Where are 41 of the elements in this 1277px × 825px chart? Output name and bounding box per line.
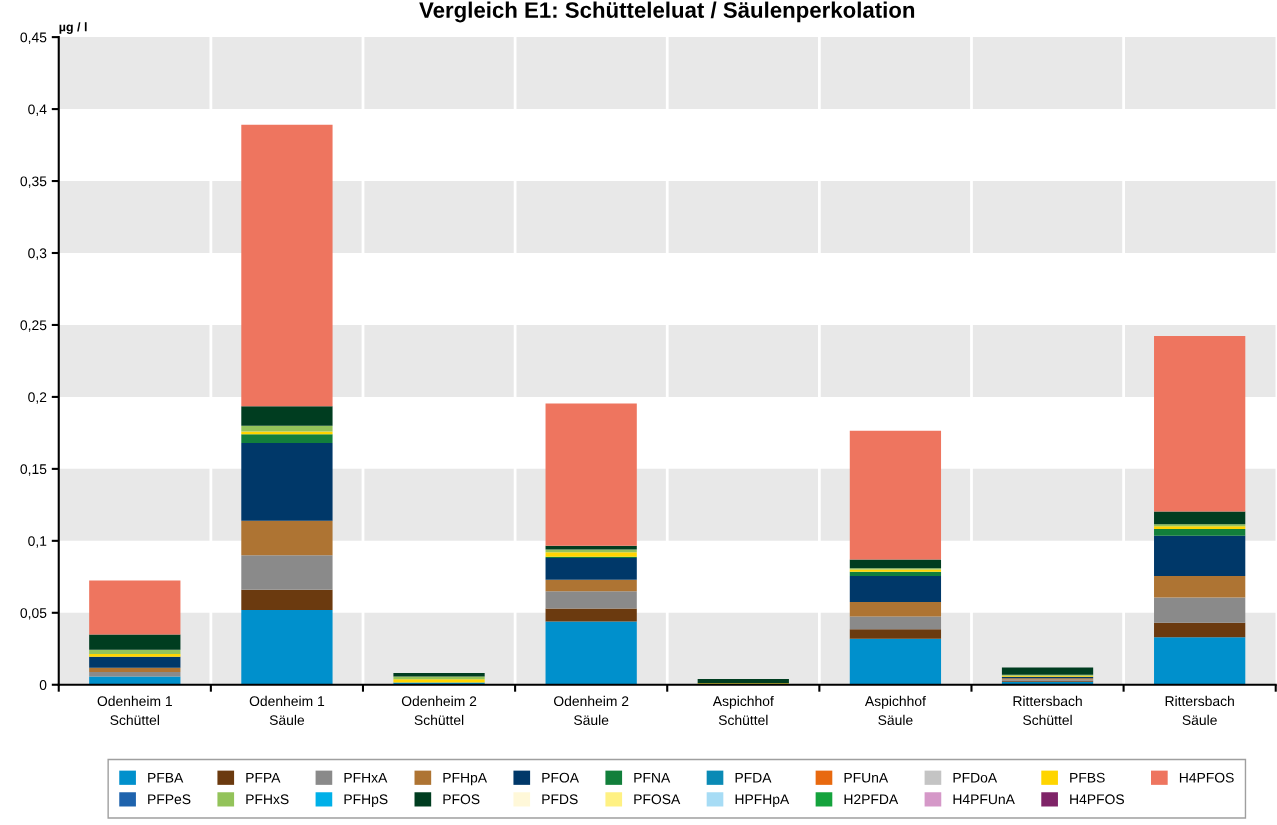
legend-label: PFBA bbox=[148, 772, 184, 783]
legend-label: PFPA bbox=[246, 772, 281, 783]
legend-label: H4PFOS bbox=[1070, 794, 1124, 805]
x-tick-label: Odenheim 2 Säule bbox=[554, 695, 629, 726]
legend-label: PFOA bbox=[542, 772, 580, 783]
x-tick-label: Aspichhof Säule bbox=[864, 695, 926, 726]
y-tick-label: 0,4 bbox=[28, 104, 47, 116]
y-tick-label: 0,15 bbox=[20, 464, 47, 476]
legend-label: PFBS bbox=[1070, 772, 1105, 783]
legend-label: PFDoA bbox=[953, 772, 998, 783]
y-tick-label: 0 bbox=[39, 680, 47, 690]
chart-title: Vergleich E1: Schütteleluat / Säulenperkolation bbox=[419, 1, 915, 23]
legend-label: PFHxA bbox=[344, 772, 388, 783]
legend-label: PFUnA bbox=[844, 772, 889, 783]
y-tick-label: 0,45 bbox=[20, 32, 47, 44]
legend-label: H2PFDA bbox=[844, 794, 899, 805]
x-tick-label: Odenheim 1 Säule bbox=[249, 695, 325, 726]
y-tick-label: 0,1 bbox=[28, 536, 47, 548]
y-tick-label: 0,3 bbox=[28, 248, 47, 260]
x-tick-label: Odenheim 2 Schüttel bbox=[401, 695, 477, 726]
y-tick-label: 0,35 bbox=[20, 176, 47, 188]
legend-label: PFOS bbox=[443, 794, 480, 805]
legend-label: PFOSA bbox=[634, 794, 681, 805]
legend-label: HPFHpA bbox=[735, 794, 790, 807]
x-tick-label: Rittersbach Säule bbox=[1165, 695, 1234, 726]
y-tick-label: 0,2 bbox=[28, 392, 47, 404]
legend-label: PFDA bbox=[735, 772, 772, 783]
legend-label: PFPeS bbox=[148, 794, 191, 805]
legend-label: H4PFUnA bbox=[953, 794, 1015, 805]
x-tick-label: Odenheim 1 Schüttel bbox=[97, 695, 172, 726]
legend-label: PFHxS bbox=[246, 794, 289, 805]
legend-label: PFNA bbox=[634, 772, 671, 783]
x-tick-label: Aspichhof Schüttel bbox=[712, 695, 774, 726]
y-axis-title: µg / l bbox=[59, 22, 87, 34]
legend-label: PFHpA bbox=[443, 772, 488, 786]
legend-label: H4PFOS bbox=[1179, 772, 1234, 783]
legend-label: PFHpS bbox=[344, 794, 388, 807]
y-tick-label: 0,25 bbox=[20, 320, 47, 332]
legend-label: PFDS bbox=[542, 794, 578, 805]
x-tick-label: Rittersbach Schüttel bbox=[1013, 695, 1082, 726]
y-tick-label: 0,05 bbox=[20, 608, 47, 620]
